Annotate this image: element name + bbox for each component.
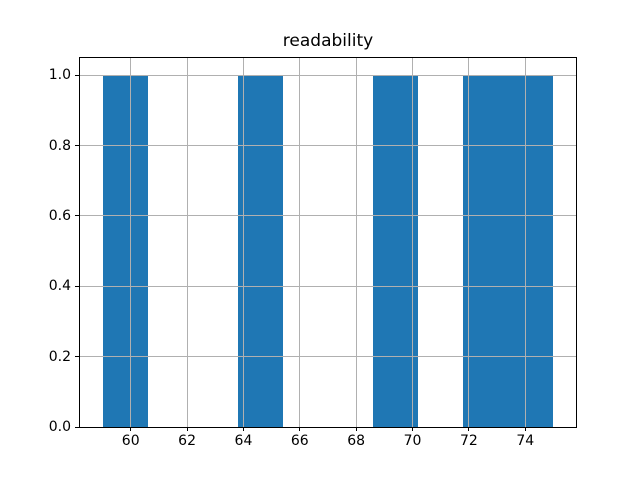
gridline-y [80,74,576,76]
y-tick [75,145,79,147]
gridline-y [80,215,576,217]
x-tick-label: 66 [290,433,309,450]
gridline-x [468,57,470,428]
chart-title: readability [282,31,374,51]
x-tick [242,427,244,432]
y-tick [75,74,79,76]
gridline-x [355,57,357,428]
gridline-y [80,285,576,287]
x-tick-label: 70 [403,433,422,450]
x-tick [412,427,414,432]
gridline-y [80,145,576,147]
histogram-bar [508,75,554,428]
gridline-x [299,57,301,428]
x-tick [130,427,132,432]
y-tick [75,426,79,428]
y-tick [75,285,79,287]
histogram-bar [463,75,509,428]
histogram-bar [237,75,283,428]
x-tick [355,427,357,432]
x-tick-label: 62 [178,433,196,450]
y-tick-label: 1.0 [48,67,71,84]
x-tick-label: 72 [459,433,478,450]
y-tick-label: 0.4 [48,278,71,295]
x-tick [299,427,301,432]
gridline-y [80,356,576,358]
x-tick [186,427,188,432]
gridline-x [242,57,244,428]
gridline-x [524,57,526,428]
y-tick [75,215,79,217]
x-tick-label: 64 [234,433,253,450]
y-tick-label: 0.0 [48,419,71,436]
x-tick [468,427,470,432]
gridline-y [80,426,576,428]
x-tick-label: 74 [516,433,535,450]
x-tick-label: 60 [121,433,140,450]
histogram-bar [373,75,419,428]
x-tick-label: 68 [347,433,366,450]
y-tick-label: 0.2 [48,348,71,365]
gridline-x [130,57,132,428]
x-tick [524,427,526,432]
gridline-x [412,57,414,428]
gridline-x [186,57,188,428]
y-tick [75,356,79,358]
y-tick-label: 0.8 [48,137,71,154]
y-tick-label: 0.6 [48,207,71,224]
histogram-bar [102,75,148,428]
plot-area: 60 62 64 66 68 70 72 74 0.0 0.2 0.4 0.6 0.8 1.0 [49,56,577,449]
